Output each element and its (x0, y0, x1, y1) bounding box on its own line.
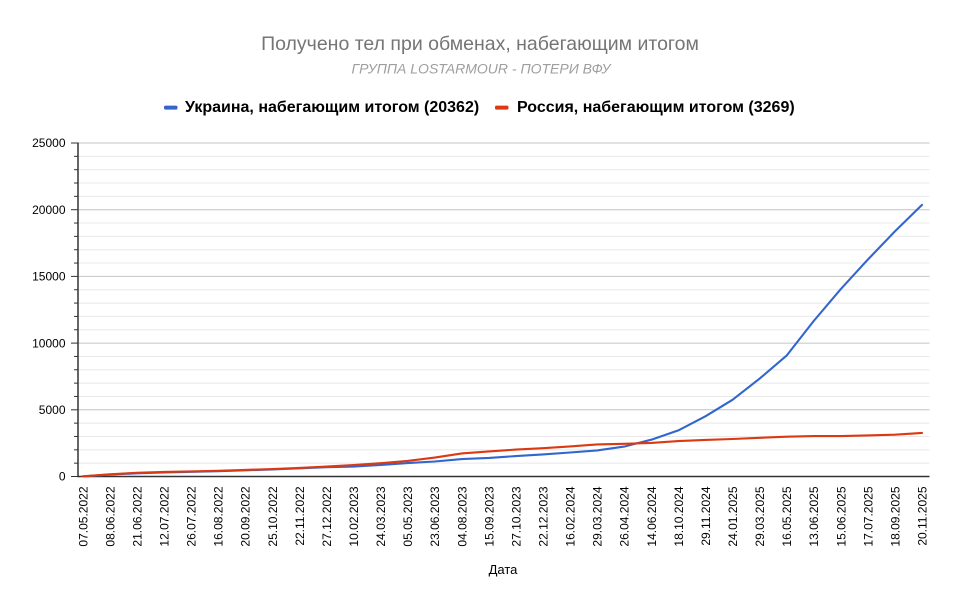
svg-text:25.10.2022: 25.10.2022 (266, 486, 280, 546)
svg-text:29.03.2025: 29.03.2025 (753, 486, 767, 546)
svg-text:15.09.2023: 15.09.2023 (482, 486, 496, 546)
svg-text:21.06.2022: 21.06.2022 (130, 486, 144, 546)
svg-text:Украина, набегающим итогом (20: Украина, набегающим итогом (20362) (185, 99, 479, 116)
svg-text:17.07.2025: 17.07.2025 (861, 486, 875, 546)
svg-text:ГРУППА LOSTARMOUR - ПОТЕРИ ВФУ: ГРУППА LOSTARMOUR - ПОТЕРИ ВФУ (351, 61, 612, 77)
svg-text:20000: 20000 (32, 203, 66, 217)
svg-text:Дата: Дата (489, 562, 519, 577)
svg-text:22.12.2023: 22.12.2023 (537, 486, 551, 546)
svg-text:08.06.2022: 08.06.2022 (103, 486, 117, 546)
svg-text:29.03.2024: 29.03.2024 (591, 486, 605, 546)
svg-text:23.06.2023: 23.06.2023 (428, 486, 442, 546)
svg-text:27.10.2023: 27.10.2023 (509, 486, 523, 546)
svg-text:07.05.2022: 07.05.2022 (76, 486, 90, 546)
svg-text:15.06.2025: 15.06.2025 (834, 486, 848, 546)
svg-text:20.09.2022: 20.09.2022 (239, 486, 253, 546)
svg-text:16.05.2025: 16.05.2025 (780, 486, 794, 546)
svg-text:22.11.2022: 22.11.2022 (293, 486, 307, 545)
svg-text:04.08.2023: 04.08.2023 (455, 486, 469, 546)
svg-text:05.05.2023: 05.05.2023 (401, 486, 415, 546)
svg-text:29.11.2024: 29.11.2024 (699, 486, 713, 545)
svg-text:12.07.2022: 12.07.2022 (158, 486, 172, 546)
svg-text:14.06.2024: 14.06.2024 (645, 486, 659, 546)
svg-text:13.06.2025: 13.06.2025 (807, 486, 821, 546)
svg-text:18.10.2024: 18.10.2024 (672, 486, 686, 546)
svg-text:Получено тел при обменах, набе: Получено тел при обменах, набегающим ито… (261, 33, 699, 55)
svg-text:25000: 25000 (32, 136, 66, 150)
svg-text:26.04.2024: 26.04.2024 (618, 486, 632, 546)
svg-text:24.03.2023: 24.03.2023 (374, 486, 388, 546)
svg-text:0: 0 (59, 470, 66, 484)
svg-text:20.11.2025: 20.11.2025 (916, 486, 930, 545)
svg-text:16.02.2024: 16.02.2024 (564, 486, 578, 546)
svg-text:Россия, набегающим итогом (326: Россия, набегающим итогом (3269) (517, 99, 795, 116)
svg-text:27.12.2022: 27.12.2022 (320, 486, 334, 546)
svg-text:24.01.2025: 24.01.2025 (726, 486, 740, 546)
svg-text:15000: 15000 (32, 270, 66, 284)
svg-text:10000: 10000 (32, 336, 66, 350)
svg-text:5000: 5000 (39, 403, 66, 417)
svg-text:26.07.2022: 26.07.2022 (185, 486, 199, 546)
svg-text:16.08.2022: 16.08.2022 (212, 486, 226, 546)
svg-text:10.02.2023: 10.02.2023 (347, 486, 361, 546)
svg-text:18.09.2025: 18.09.2025 (888, 486, 902, 546)
